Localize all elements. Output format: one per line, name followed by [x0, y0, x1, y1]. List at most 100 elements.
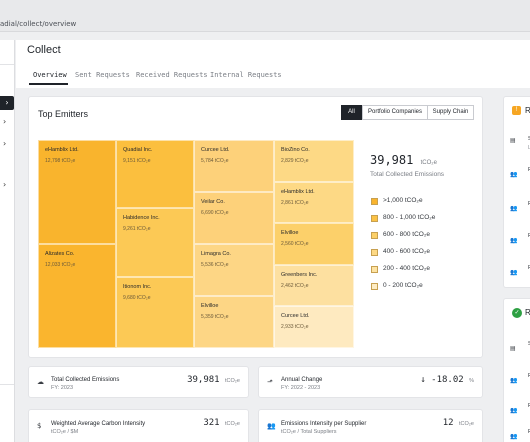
tile-value: 9,261 tCO₂e: [123, 226, 151, 232]
panel-item: F: [528, 429, 530, 435]
stat-number: 12: [442, 418, 454, 428]
requests-card: ! R ▤ S L 👥 F 👥 F 👥 F 👥 F: [503, 96, 530, 288]
tile-value: 5,359 tCO₂e: [201, 314, 229, 320]
stat-number: 39,981: [187, 375, 220, 385]
responses-card: ✓ R ▤ S 👥 F 👥 F 👥 F: [503, 298, 530, 442]
legend-swatch: [371, 198, 378, 205]
sidebar-chevron-icon[interactable]: ›: [3, 117, 7, 126]
tile-name: Curcee Ltd.: [281, 313, 310, 319]
tab-received-requests[interactable]: Received Requests: [136, 71, 208, 79]
stat-value: ↓ -18.02 %: [420, 375, 474, 385]
panel-heading: R: [525, 106, 530, 115]
tile-value: 2,829 tCO₂e: [281, 158, 309, 164]
panel-item: F: [528, 201, 530, 207]
tile-name: Quadial Inc.: [123, 147, 153, 153]
tile-name: Elvilloe: [201, 303, 219, 309]
filter-portfolio-companies-button[interactable]: Portfolio Companies: [362, 105, 428, 120]
panel-item: F: [528, 233, 530, 239]
panel-heading: R: [525, 308, 530, 317]
panel-item: F: [528, 167, 530, 173]
tile-name: Elvilloe: [281, 230, 299, 236]
page-title: Collect: [27, 44, 61, 56]
stat-sub: FY: 2022 - 2023: [281, 385, 321, 391]
stat-sub: tCO₂e / Total Suppliers: [281, 429, 337, 435]
stat-sub: tCO₂e / $M: [51, 429, 79, 435]
users-icon: 👥: [510, 269, 518, 276]
top-emitters-title: Top Emitters: [38, 109, 89, 119]
treemap-tile[interactable]: Habidence Inc. 9,261 tCO₂e: [116, 208, 194, 277]
top-emitters-card: Top Emitters All Portfolio Companies Sup…: [28, 96, 483, 358]
treemap-tile[interactable]: BioZino Co. 2,829 tCO₂e: [274, 140, 354, 182]
panel-item: F: [528, 403, 530, 409]
document-icon: ▤: [510, 345, 516, 352]
browser-url-bar[interactable]: adial/collect/overview: [0, 0, 530, 32]
sidebar-expand-icon[interactable]: ›: [0, 96, 14, 110]
treemap-tile[interactable]: Curcee Ltd. 2,933 tCO₂e: [274, 306, 354, 348]
stat-sub: FY: 2023: [51, 385, 74, 391]
users-icon: 👥: [510, 237, 518, 244]
tile-value: 2,933 tCO₂e: [281, 324, 309, 330]
panel-item: F: [528, 265, 530, 271]
tab-internal-requests[interactable]: Internal Requests: [210, 71, 282, 79]
tile-name: Limagra Co.: [201, 251, 231, 257]
users-icon: 👥: [267, 422, 276, 430]
tab-sent-requests[interactable]: Sent Requests: [75, 71, 130, 79]
treemap-tile[interactable]: Curcee Ltd. 5,784 tCO₂e: [194, 140, 274, 192]
waci-card: $ Weighted Average Carbon Intensity tCO₂…: [28, 409, 249, 442]
legend-swatch: [371, 266, 378, 273]
treemap-tile[interactable]: Quadial Inc. 9,151 tCO₂e: [116, 140, 194, 208]
sidebar-chevron-icon[interactable]: ›: [3, 180, 7, 189]
treemap-tile[interactable]: Elvilloe 5,359 tCO₂e: [194, 296, 274, 348]
legend-label: 0 - 200 tCO₂e: [383, 282, 423, 289]
tile-value: 12,033 tCO₂e: [45, 262, 76, 268]
treemap-tile[interactable]: eHamblix Ltd. 2,861 tCO₂e: [274, 182, 354, 223]
filter-supply-chain-button[interactable]: Supply Chain: [427, 105, 474, 120]
users-icon: 👥: [510, 171, 518, 178]
url-text[interactable]: adial/collect/overview: [0, 20, 77, 28]
stat-value: 321 tCO₂e: [203, 418, 240, 428]
total-emissions-unit: tCO₂e: [420, 160, 437, 166]
panel-item: S: [528, 136, 530, 142]
users-icon: 👥: [510, 407, 518, 414]
legend-swatch: [371, 232, 378, 239]
stat-label: Total Collected Emissions: [51, 377, 120, 383]
sidebar-divider: [0, 384, 14, 385]
tile-name: Veilar Co.: [201, 199, 225, 205]
tab-overview[interactable]: Overview: [33, 71, 67, 79]
treemap-tile[interactable]: Itionom Inc. 9,680 tCO₂e: [116, 277, 194, 348]
treemap-tile[interactable]: eHamblix Ltd. 12,798 tCO₂e: [38, 140, 116, 244]
legend-label: 400 - 600 tCO₂e: [383, 248, 430, 255]
tile-name: Greenbers Inc.: [281, 272, 318, 278]
tile-value: 6,690 tCO₂e: [201, 210, 229, 216]
sidebar-chevron-icon[interactable]: ›: [3, 139, 7, 148]
tile-name: Itionom Inc.: [123, 284, 152, 290]
legend-label: 800 - 1,000 tCO₂e: [383, 214, 436, 221]
users-icon: 👥: [510, 377, 518, 384]
treemap-tile[interactable]: Limagra Co. 5,536 tCO₂e: [194, 244, 274, 296]
tile-value: 2,560 tCO₂e: [281, 241, 309, 247]
tile-name: Alizates Co.: [45, 251, 75, 257]
legend-label: 200 - 400 tCO₂e: [383, 265, 430, 272]
tile-value: 9,680 tCO₂e: [123, 295, 151, 301]
treemap-tile[interactable]: Alizates Co. 12,033 tCO₂e: [38, 244, 116, 348]
page-header: Collect: [16, 40, 530, 88]
stat-label: Annual Change: [281, 377, 323, 383]
sidebar: › › › ›: [0, 40, 15, 442]
cloud-icon: ☁: [37, 378, 44, 386]
treemap-tile[interactable]: Greenbers Inc. 2,462 tCO₂e: [274, 265, 354, 306]
right-panel: ! R ▤ S L 👥 F 👥 F 👥 F 👥 F ✓ R ▤ S 👥 F 👥 F 👥 F: [503, 96, 530, 442]
filter-all-button[interactable]: All: [341, 105, 362, 120]
tile-value: 5,784 tCO₂e: [201, 158, 229, 164]
treemap-tile[interactable]: Elvilloe 2,560 tCO₂e: [274, 223, 354, 265]
users-icon: 👥: [510, 205, 518, 212]
dollar-icon: $: [37, 422, 42, 430]
stat-value: 12 tCO₂e: [443, 418, 474, 428]
treemap-tile[interactable]: Veilar Co. 6,690 tCO₂e: [194, 192, 274, 244]
legend-swatch: [371, 215, 378, 222]
tile-value: 2,861 tCO₂e: [281, 200, 309, 206]
legend-label: >1,000 tCO₂e: [383, 197, 423, 204]
active-tab-indicator: [29, 83, 68, 85]
stat-value: 39,981 tCO₂e: [187, 375, 240, 385]
tile-value: 2,462 tCO₂e: [281, 283, 309, 289]
tile-name: BioZino Co.: [281, 147, 310, 153]
